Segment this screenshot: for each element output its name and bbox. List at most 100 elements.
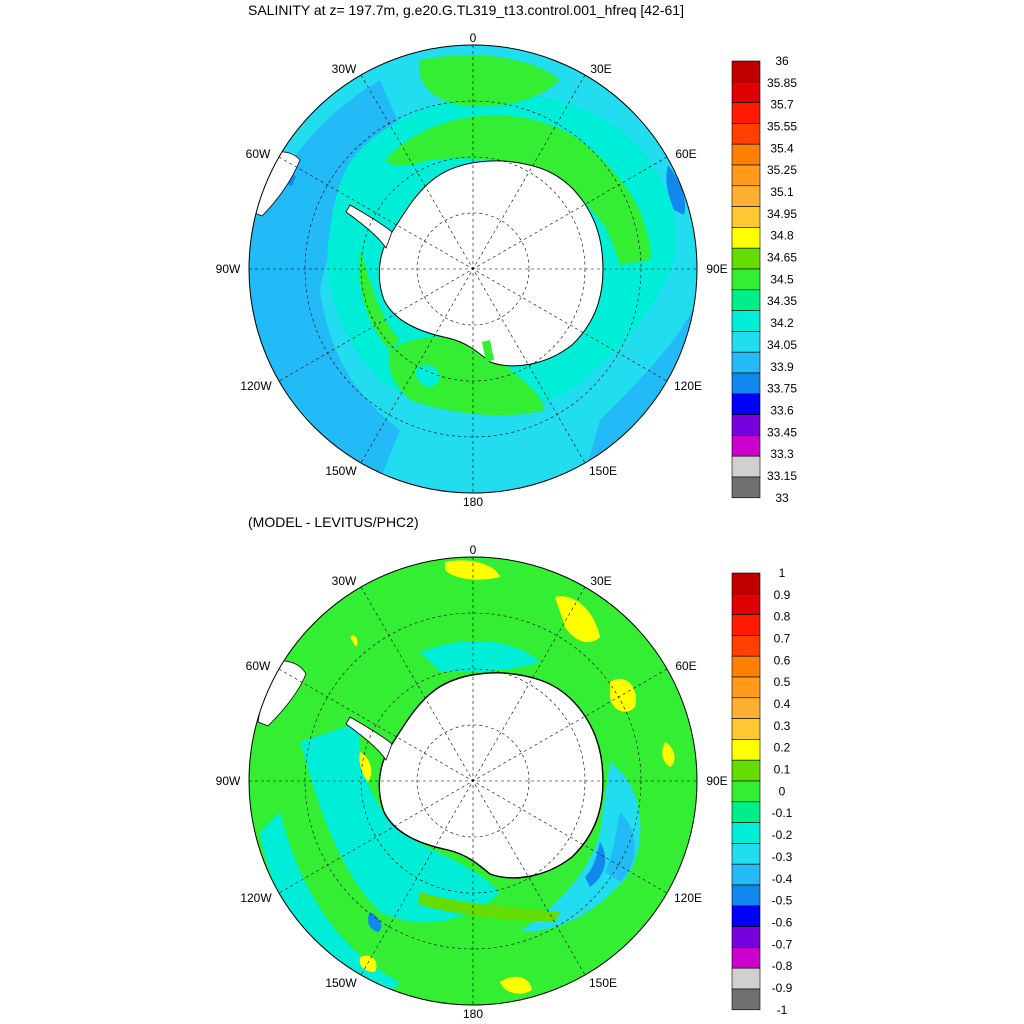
colorbar-swatch bbox=[731, 905, 761, 927]
lon-label-120w: 120W bbox=[240, 891, 272, 905]
colorbar-tick-label: 0.3 bbox=[774, 719, 791, 733]
colorbar-tick-label: 0.9 bbox=[774, 588, 791, 602]
colorbar-swatch bbox=[731, 843, 761, 865]
colorbar-swatch bbox=[731, 435, 761, 457]
colorbar-tick-label: 33.15 bbox=[767, 469, 797, 483]
lon-label-60e: 60E bbox=[675, 659, 696, 673]
colorbar-swatch bbox=[731, 123, 761, 145]
colorbar-tick-label: -0.5 bbox=[772, 894, 793, 908]
colorbar-tick-label: 34.95 bbox=[767, 207, 797, 221]
colorbar-tick-label: 1 bbox=[779, 566, 786, 580]
colorbar-swatch bbox=[731, 351, 761, 374]
colorbar-tick-label: 0.2 bbox=[774, 741, 791, 755]
colorbar-swatch bbox=[731, 884, 761, 907]
colorbar-swatch bbox=[731, 593, 761, 615]
colorbar-tick-label: 0.6 bbox=[774, 653, 791, 667]
salinity-field bbox=[249, 45, 697, 493]
lon-label-90e: 90E bbox=[706, 774, 727, 788]
colorbar-tick-label: 33.9 bbox=[770, 360, 794, 374]
colorbar-tick-label: 34.5 bbox=[770, 272, 794, 286]
colorbar-tick-label: 0.5 bbox=[774, 675, 791, 689]
colorbar-swatch bbox=[731, 947, 761, 969]
colorbar-tick-label: -0.3 bbox=[772, 850, 793, 864]
colorbar-tick-label: 35.1 bbox=[770, 185, 794, 199]
salinity-map-panel: 0 30E 60E 90E 120E 150E 180 150W 120W 90… bbox=[216, 31, 798, 509]
colorbar-tick-label: -0.6 bbox=[772, 915, 793, 929]
colorbar-swatch bbox=[731, 60, 761, 83]
colorbar-swatch bbox=[731, 988, 761, 1011]
colorbar-swatch bbox=[731, 331, 761, 353]
colorbar-swatch bbox=[731, 967, 761, 990]
colorbar-tick-label: 34.2 bbox=[770, 316, 794, 330]
colorbar-swatch bbox=[731, 655, 761, 678]
colorbar-tick-label: 35.55 bbox=[767, 120, 797, 134]
colorbar-tick-label: 0 bbox=[779, 784, 786, 798]
colorbar-tick-label: -0.1 bbox=[772, 806, 793, 820]
lon-label-90e: 90E bbox=[706, 262, 727, 276]
colorbar-swatch bbox=[731, 393, 761, 415]
lon-label-30e: 30E bbox=[590, 62, 611, 76]
colorbar-swatch bbox=[731, 455, 761, 478]
salinity-colorbar: 36 35.85 35.7 35.55 35.4 35.25 35.1 34.95 34.8 34… bbox=[731, 54, 797, 505]
colorbar-tick-label: 34.8 bbox=[770, 229, 794, 243]
colorbar-tick-label: 33.6 bbox=[770, 403, 794, 417]
colorbar-tick-label: 34.35 bbox=[767, 294, 797, 308]
colorbar-swatch bbox=[731, 227, 761, 249]
colorbar-tick-label: 36 bbox=[775, 54, 789, 68]
colorbar-swatch bbox=[731, 822, 761, 844]
colorbar-swatch bbox=[731, 143, 761, 166]
colorbar-swatch bbox=[731, 759, 761, 782]
colorbar-swatch bbox=[731, 572, 761, 595]
lon-label-150w: 150W bbox=[325, 464, 357, 478]
lon-label-120e: 120E bbox=[674, 379, 702, 393]
colorbar-tick-label: 35.7 bbox=[770, 98, 794, 112]
lon-label-90w: 90W bbox=[216, 262, 241, 276]
map-boundary bbox=[248, 556, 698, 1006]
colorbar-swatch bbox=[731, 926, 761, 948]
colorbar-swatch bbox=[731, 102, 761, 124]
colorbar-tick-label: 33.45 bbox=[767, 425, 797, 439]
graticule bbox=[249, 557, 697, 1005]
colorbar-tick-label: -0.8 bbox=[772, 959, 793, 973]
colorbar-swatch bbox=[731, 310, 761, 332]
lon-label-150w: 150W bbox=[325, 976, 357, 990]
difference-colorbar: 1 0.9 0.8 0.7 0.6 0.5 0.4 0.3 0.2 0.1 0 -0.1 -0.2 -0.… bbox=[731, 566, 793, 1017]
colorbar-tick-label: -0.4 bbox=[772, 872, 793, 886]
colorbar-tick-label: 34.05 bbox=[767, 338, 797, 352]
colorbar-swatch bbox=[731, 863, 761, 886]
lon-label-120w: 120W bbox=[240, 379, 272, 393]
colorbar-tick-label: 0.4 bbox=[774, 697, 791, 711]
colorbar-tick-label: 0.1 bbox=[774, 763, 791, 777]
lon-label-90w: 90W bbox=[216, 774, 241, 788]
colorbar-tick-label: 0.8 bbox=[774, 610, 791, 624]
longitude-labels: 0 30E 60E 90E 120E 150E 180 150W 120W 90… bbox=[216, 543, 728, 1021]
colorbar-swatch bbox=[731, 81, 761, 103]
colorbar-tick-label: 33.75 bbox=[767, 382, 797, 396]
colorbar-tick-label: 35.4 bbox=[770, 141, 794, 155]
colorbar-swatch bbox=[731, 718, 761, 740]
longitude-labels: 0 30E 60E 90E 120E 150E 180 150W 120W 90… bbox=[216, 31, 728, 509]
colorbar-swatch bbox=[731, 614, 761, 636]
lon-label-60e: 60E bbox=[675, 147, 696, 161]
colorbar-swatch bbox=[731, 635, 761, 657]
lon-label-0: 0 bbox=[470, 543, 477, 557]
colorbar-tick-label: 33 bbox=[775, 491, 789, 505]
colorbar-tick-label: -0.9 bbox=[772, 981, 793, 995]
colorbar-tick-label: -0.2 bbox=[772, 828, 793, 842]
colorbar-tick-label: 0.7 bbox=[774, 632, 791, 646]
lon-label-30w: 30W bbox=[332, 574, 357, 588]
colorbar-swatch bbox=[731, 697, 761, 719]
colorbar-tick-label: -0.7 bbox=[772, 937, 793, 951]
colorbar-swatch bbox=[731, 185, 761, 207]
lon-label-150e: 150E bbox=[589, 464, 617, 478]
colorbar-tick-label: 33.3 bbox=[770, 447, 794, 461]
colorbar-swatch bbox=[731, 206, 761, 228]
colorbar-swatch bbox=[731, 739, 761, 761]
map-boundary bbox=[248, 44, 698, 494]
lon-label-180: 180 bbox=[463, 495, 483, 509]
lon-label-120e: 120E bbox=[674, 891, 702, 905]
colorbar-swatch bbox=[731, 289, 761, 311]
colorbar-swatch bbox=[731, 476, 761, 499]
colorbar-tick-label: 34.65 bbox=[767, 251, 797, 265]
colorbar-swatch bbox=[731, 268, 761, 291]
